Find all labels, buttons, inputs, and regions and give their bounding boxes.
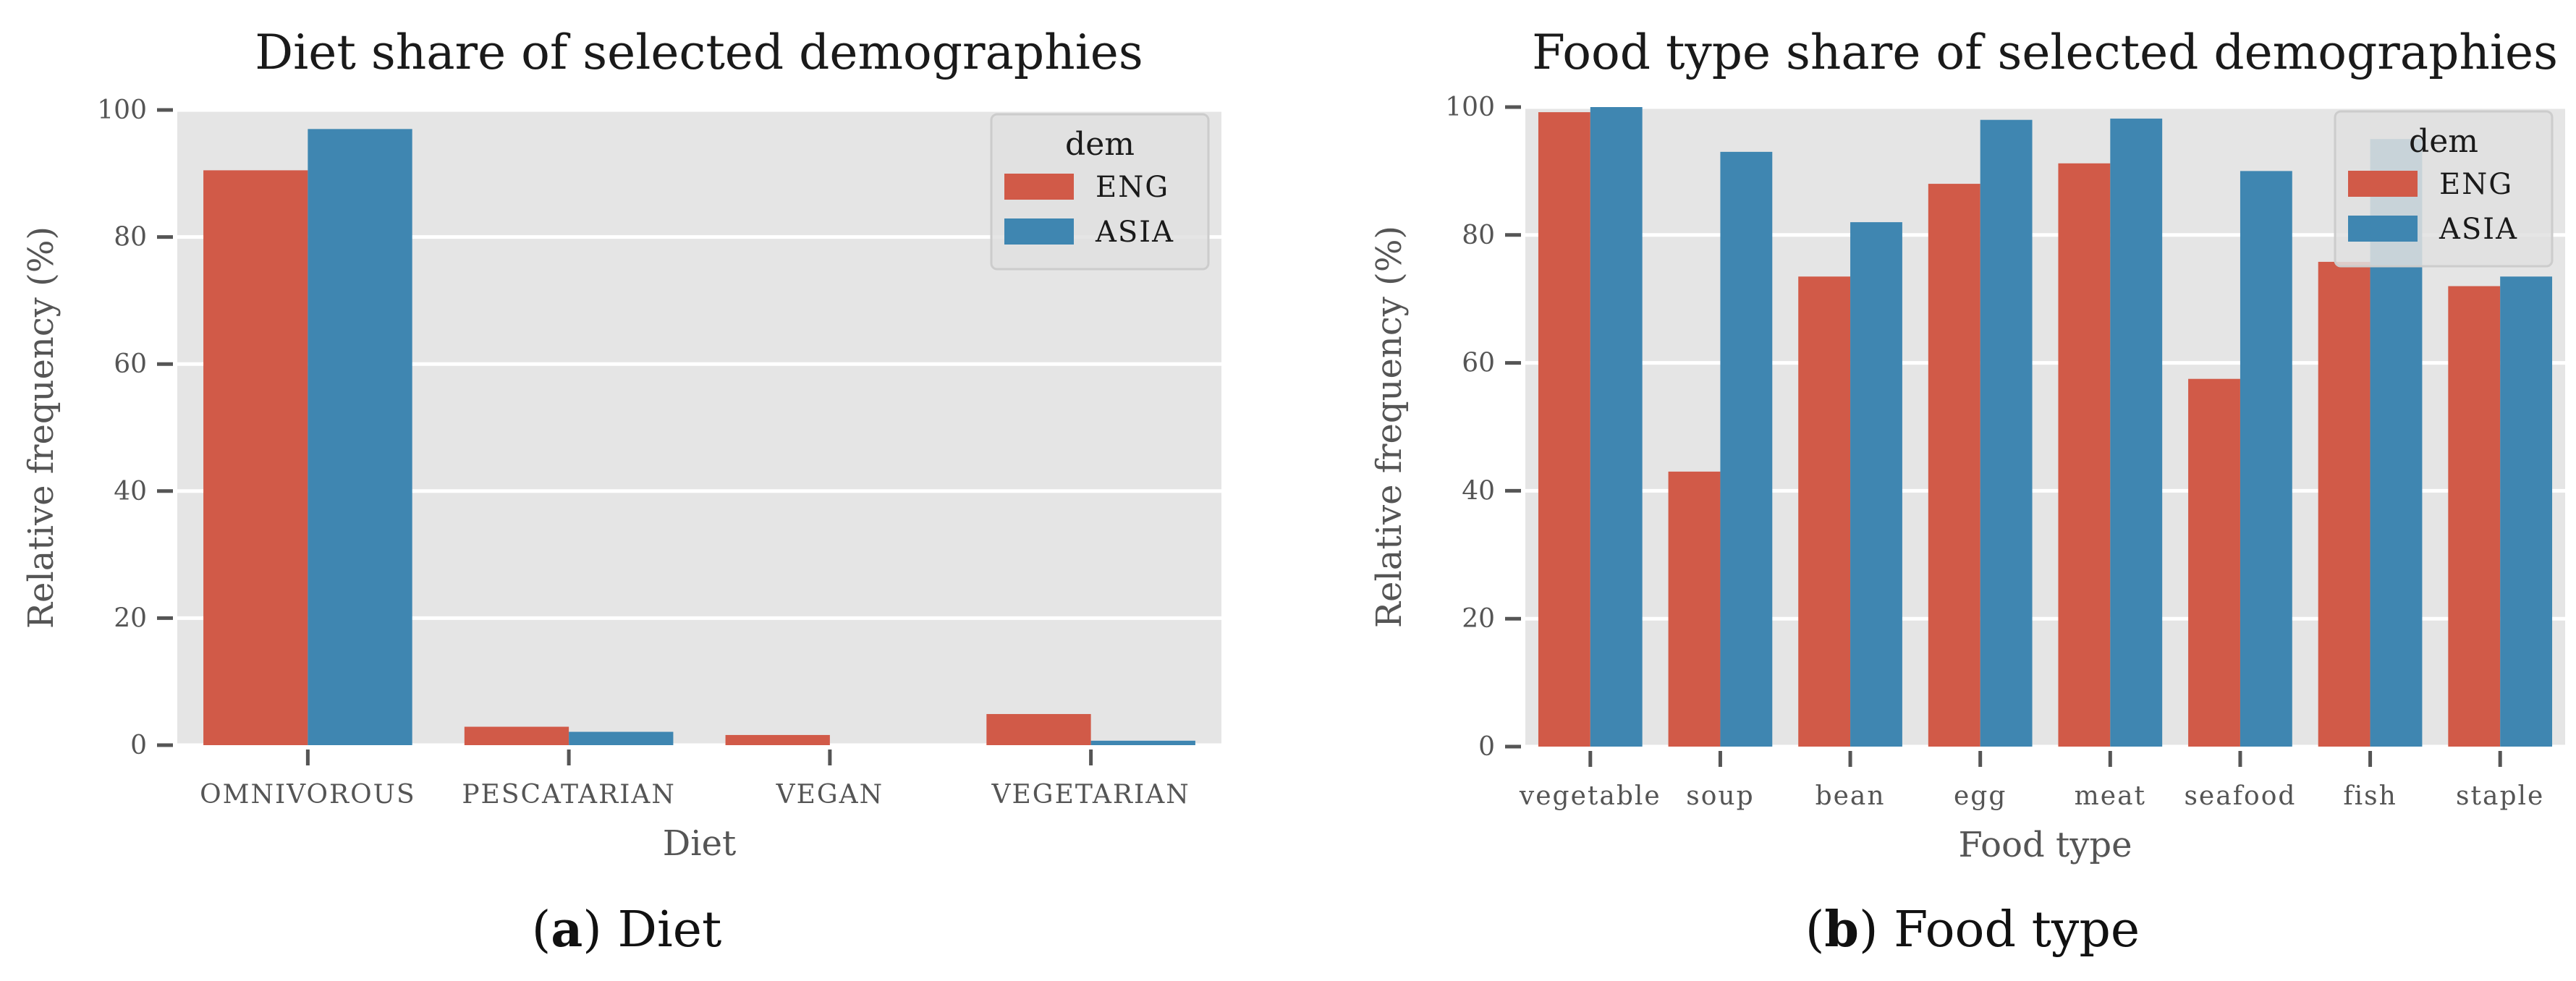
legend-swatch-asia bbox=[1004, 218, 1074, 245]
chart-panel-food-type: Food type share of selected demographies… bbox=[1369, 25, 2565, 959]
legend-label-asia: ASIA bbox=[1095, 216, 1174, 249]
bar-eng-vegetarian bbox=[986, 713, 1091, 745]
bar-asia-soup bbox=[1720, 151, 1773, 747]
x-tick-label: seafood bbox=[2184, 781, 2296, 811]
chart-panel-diet: Diet share of selected demographies 0 20 40… bbox=[21, 25, 1221, 959]
x-tick-label: VEGETARIAN bbox=[991, 780, 1190, 810]
x-tick-label: OMNIVOROUS bbox=[200, 780, 416, 810]
x-tick-label: vegetable bbox=[1519, 781, 1661, 811]
bar-asia-pescatarian bbox=[569, 731, 674, 745]
bar-asia-egg bbox=[1980, 119, 2033, 747]
legend: dem ENG ASIA bbox=[2334, 110, 2554, 268]
legend-label-eng: ENG bbox=[2439, 168, 2513, 201]
caption-paren-open: ( bbox=[532, 901, 551, 959]
bar-asia-staple bbox=[2500, 276, 2553, 747]
caption-text: Diet bbox=[617, 901, 721, 959]
chart-title: Food type share of selected demographies bbox=[1532, 25, 2558, 80]
legend-label-asia: ASIA bbox=[2439, 213, 2518, 246]
y-tick-label: 20 bbox=[114, 603, 147, 633]
x-tick-label: VEGAN bbox=[776, 780, 884, 810]
y-tick-label: 100 bbox=[97, 95, 147, 125]
caption-paren-close: ) bbox=[1859, 901, 1894, 959]
x-tick-label: meat bbox=[2075, 781, 2146, 811]
bar-eng-pescatarian bbox=[464, 726, 569, 745]
figure-caption: (a) Diet bbox=[532, 901, 722, 959]
caption-label: b bbox=[1824, 901, 1859, 959]
bar-asia-vegetable bbox=[1590, 107, 1643, 747]
caption-label: a bbox=[551, 901, 582, 959]
legend-label-eng: ENG bbox=[1096, 171, 1169, 204]
caption-paren-open: ( bbox=[1805, 901, 1825, 959]
x-tick-label: soup bbox=[1686, 781, 1754, 811]
bar-eng-seafood bbox=[2188, 378, 2240, 747]
y-tick-label: 80 bbox=[114, 223, 147, 252]
y-axis-label: Relative frequency (%) bbox=[1369, 226, 1410, 628]
caption-paren-close: ) bbox=[582, 901, 617, 959]
y-tick-label: 60 bbox=[114, 349, 147, 379]
x-tick-label: bean bbox=[1816, 781, 1886, 811]
bar-asia-omnivorous bbox=[308, 129, 412, 746]
legend-swatch-eng bbox=[1004, 174, 1074, 200]
bar-eng-vegetable bbox=[1538, 112, 1590, 747]
y-tick-label: 40 bbox=[1462, 476, 1495, 506]
chart-title: Diet share of selected demographies bbox=[255, 25, 1143, 80]
x-tick-label: staple bbox=[2456, 781, 2544, 811]
legend-swatch-eng bbox=[2348, 171, 2418, 197]
bar-eng-staple bbox=[2448, 286, 2501, 747]
bar-eng-soup bbox=[1668, 471, 1721, 747]
x-tick-label: fish bbox=[2343, 781, 2397, 811]
caption-text: Food type bbox=[1894, 901, 2140, 959]
bar-eng-egg bbox=[1928, 184, 1980, 747]
y-tick-label: 60 bbox=[1462, 349, 1495, 378]
bar-asia-vegetarian bbox=[1090, 740, 1195, 745]
y-tick-label: 80 bbox=[1462, 221, 1495, 250]
y-tick-label: 40 bbox=[114, 477, 147, 506]
bar-asia-meat bbox=[2110, 118, 2163, 747]
figure-caption: (b) Food type bbox=[1805, 901, 2140, 959]
legend: dem ENG ASIA bbox=[990, 113, 1210, 271]
bar-eng-fish bbox=[2318, 261, 2370, 747]
bar-eng-bean bbox=[1798, 276, 1851, 747]
y-tick-label: 100 bbox=[1445, 93, 1495, 122]
bar-asia-seafood bbox=[2240, 171, 2292, 747]
x-tick-label: PESCATARIAN bbox=[462, 780, 676, 810]
y-tick-label: 0 bbox=[1478, 732, 1495, 762]
x-tick-label: egg bbox=[1954, 781, 2007, 811]
x-axis-label: Food type bbox=[1959, 825, 2132, 865]
bar-asia-bean bbox=[1850, 222, 1902, 747]
legend-swatch-asia bbox=[2348, 216, 2418, 242]
legend-title: dem bbox=[2409, 123, 2478, 160]
x-axis-label: Diet bbox=[663, 823, 737, 864]
legend-title: dem bbox=[1065, 126, 1135, 163]
bar-eng-meat bbox=[2058, 163, 2111, 747]
bar-eng-vegan bbox=[725, 734, 830, 745]
y-tick-label: 20 bbox=[1462, 604, 1495, 634]
y-axis-label: Relative frequency (%) bbox=[21, 226, 62, 629]
bar-eng-omnivorous bbox=[203, 170, 308, 745]
y-tick-label: 0 bbox=[130, 731, 147, 760]
